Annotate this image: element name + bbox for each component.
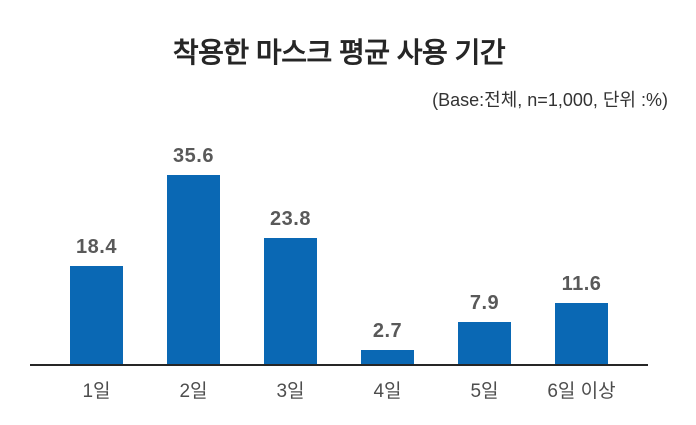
bar-5일 [458, 322, 511, 364]
bar-value-label: 18.4 [76, 236, 117, 259]
x-axis-label: 5일 [470, 381, 499, 402]
bar-4일 [361, 349, 414, 364]
bar-value-label: 23.8 [270, 207, 311, 230]
chart-subtitle: (Base:전체, n=1,000, 단위 :%) [432, 90, 668, 110]
bar-2일 [167, 175, 220, 364]
x-axis-label: 3일 [276, 381, 305, 402]
bar-3일 [264, 237, 317, 364]
x-axis-line [30, 364, 648, 366]
bar-6일 이상 [555, 302, 608, 364]
plot-area: 18.4 1일 35.6 2일 23.8 3일 2.7 4일 7.9 5일 11.6 6일 이상 [30, 145, 648, 412]
bar-value-label: 2.7 [372, 319, 403, 342]
bar-value-label: 11.6 [561, 272, 602, 295]
x-axis-label: 2일 [179, 381, 208, 402]
x-axis-label: 1일 [82, 381, 111, 402]
chart-title: 착용한 마스크 평균 사용 기간 [172, 37, 506, 68]
bar-1일 [70, 266, 123, 364]
x-axis-label: 4일 [373, 381, 402, 402]
bar-value-label: 35.6 [173, 145, 214, 168]
x-axis-label: 6일 이상 [547, 381, 616, 402]
bar-value-label: 7.9 [469, 292, 500, 315]
